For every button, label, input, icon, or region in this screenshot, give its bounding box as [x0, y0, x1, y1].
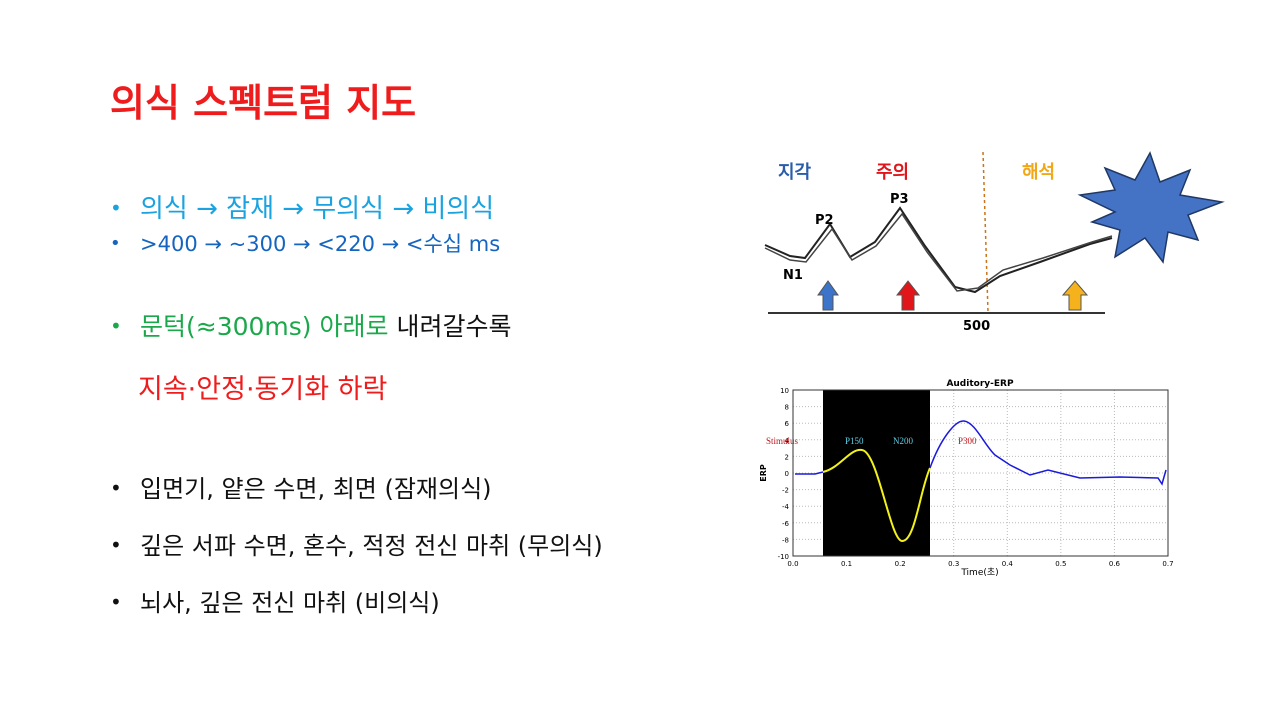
- x-tick-label: 0.4: [1002, 560, 1014, 568]
- peak-label: P3: [890, 192, 909, 207]
- x-label: 500: [963, 319, 990, 334]
- bullet: 입면기, 얕은 수면, 최면 (잠재의식): [140, 475, 492, 503]
- y-tick-label: 6: [785, 420, 790, 428]
- peak-label: P2: [815, 213, 834, 228]
- starburst: [1077, 151, 1225, 264]
- arrow: [817, 280, 839, 311]
- erp-sketch: 지각 주의 해석 P2 P3 N1 500: [764, 151, 1225, 334]
- bullet: 문턱(≈300ms) 아래로 내려갈수록: [140, 312, 511, 341]
- bullet: 깊은 서파 수면, 혼수, 적정 전신 마취 (무의식): [140, 532, 603, 560]
- y-tick-label: 8: [785, 404, 789, 412]
- x-tick-label: 0.1: [841, 560, 852, 568]
- bullet-dot: •: [110, 533, 122, 557]
- bullet-dot: •: [110, 196, 122, 220]
- bullet-part: 내려갈수록: [396, 312, 511, 341]
- bullet-dot: •: [110, 476, 122, 500]
- x-tick-label: 0.0: [787, 560, 798, 568]
- bullet-dot: •: [110, 314, 122, 338]
- arrow: [1061, 280, 1089, 311]
- chart-title: Auditory-ERP: [946, 379, 1014, 389]
- y-tick-label: -2: [782, 487, 789, 495]
- x-tick-label: 0.5: [1055, 560, 1066, 568]
- bullet: 뇌사, 깊은 전신 마취 (비의식): [140, 589, 440, 617]
- arrow: [895, 280, 921, 311]
- x-axis-label: Time(초): [960, 567, 998, 578]
- y-tick-label: 4: [785, 437, 790, 445]
- x-tick-label: 0.7: [1162, 560, 1173, 568]
- erp-curve: [795, 471, 824, 475]
- stage-label: 지각: [778, 162, 812, 183]
- x-tick-label: 0.2: [895, 560, 906, 568]
- title: 의식 스펙트럼 지도: [110, 81, 416, 125]
- auditory-erp-chart: Auditory-ERP ERP Time(초) Stimulus P150 N…: [759, 379, 1174, 578]
- erp-curve: [822, 448, 931, 543]
- bullet-dot: •: [110, 233, 121, 254]
- y-tick-label: -8: [782, 536, 789, 544]
- bullet-continuation: 지속·안정·동기화 하락: [138, 374, 387, 405]
- y-tick-label: 0: [785, 470, 789, 478]
- marker-label: N200: [893, 436, 913, 446]
- bullet: >400 → ~300 → <220 → <수십 ms: [140, 232, 500, 256]
- y-tick-label: 2: [785, 453, 789, 461]
- plot-frame: [792, 389, 1169, 557]
- y-tick-label: -10: [778, 553, 789, 561]
- bullet: 의식 → 잠재 → 무의식 → 비의식: [140, 194, 494, 224]
- x-tick-label: 0.6: [1109, 560, 1121, 568]
- y-tick-label: 10: [780, 387, 789, 395]
- peak-label: N1: [783, 268, 803, 283]
- marker-label: P150: [845, 436, 864, 446]
- marker-label: P300: [958, 436, 977, 446]
- bullet-dot: •: [110, 590, 122, 614]
- stage-label: 주의: [876, 162, 909, 183]
- stage-label: 해석: [1022, 162, 1055, 183]
- y-tick-label: -4: [782, 503, 790, 511]
- bullet-part: 문턱(≈300ms) 아래로: [140, 312, 389, 341]
- erp-curve: [764, 206, 1113, 294]
- erp-curve: [764, 212, 1113, 292]
- erp-curve: [929, 420, 1167, 486]
- y-tick-label: -6: [782, 520, 790, 528]
- marker-label: Stimulus: [766, 436, 799, 446]
- y-axis-label: ERP: [759, 464, 768, 482]
- x-tick-label: 0.3: [948, 560, 959, 568]
